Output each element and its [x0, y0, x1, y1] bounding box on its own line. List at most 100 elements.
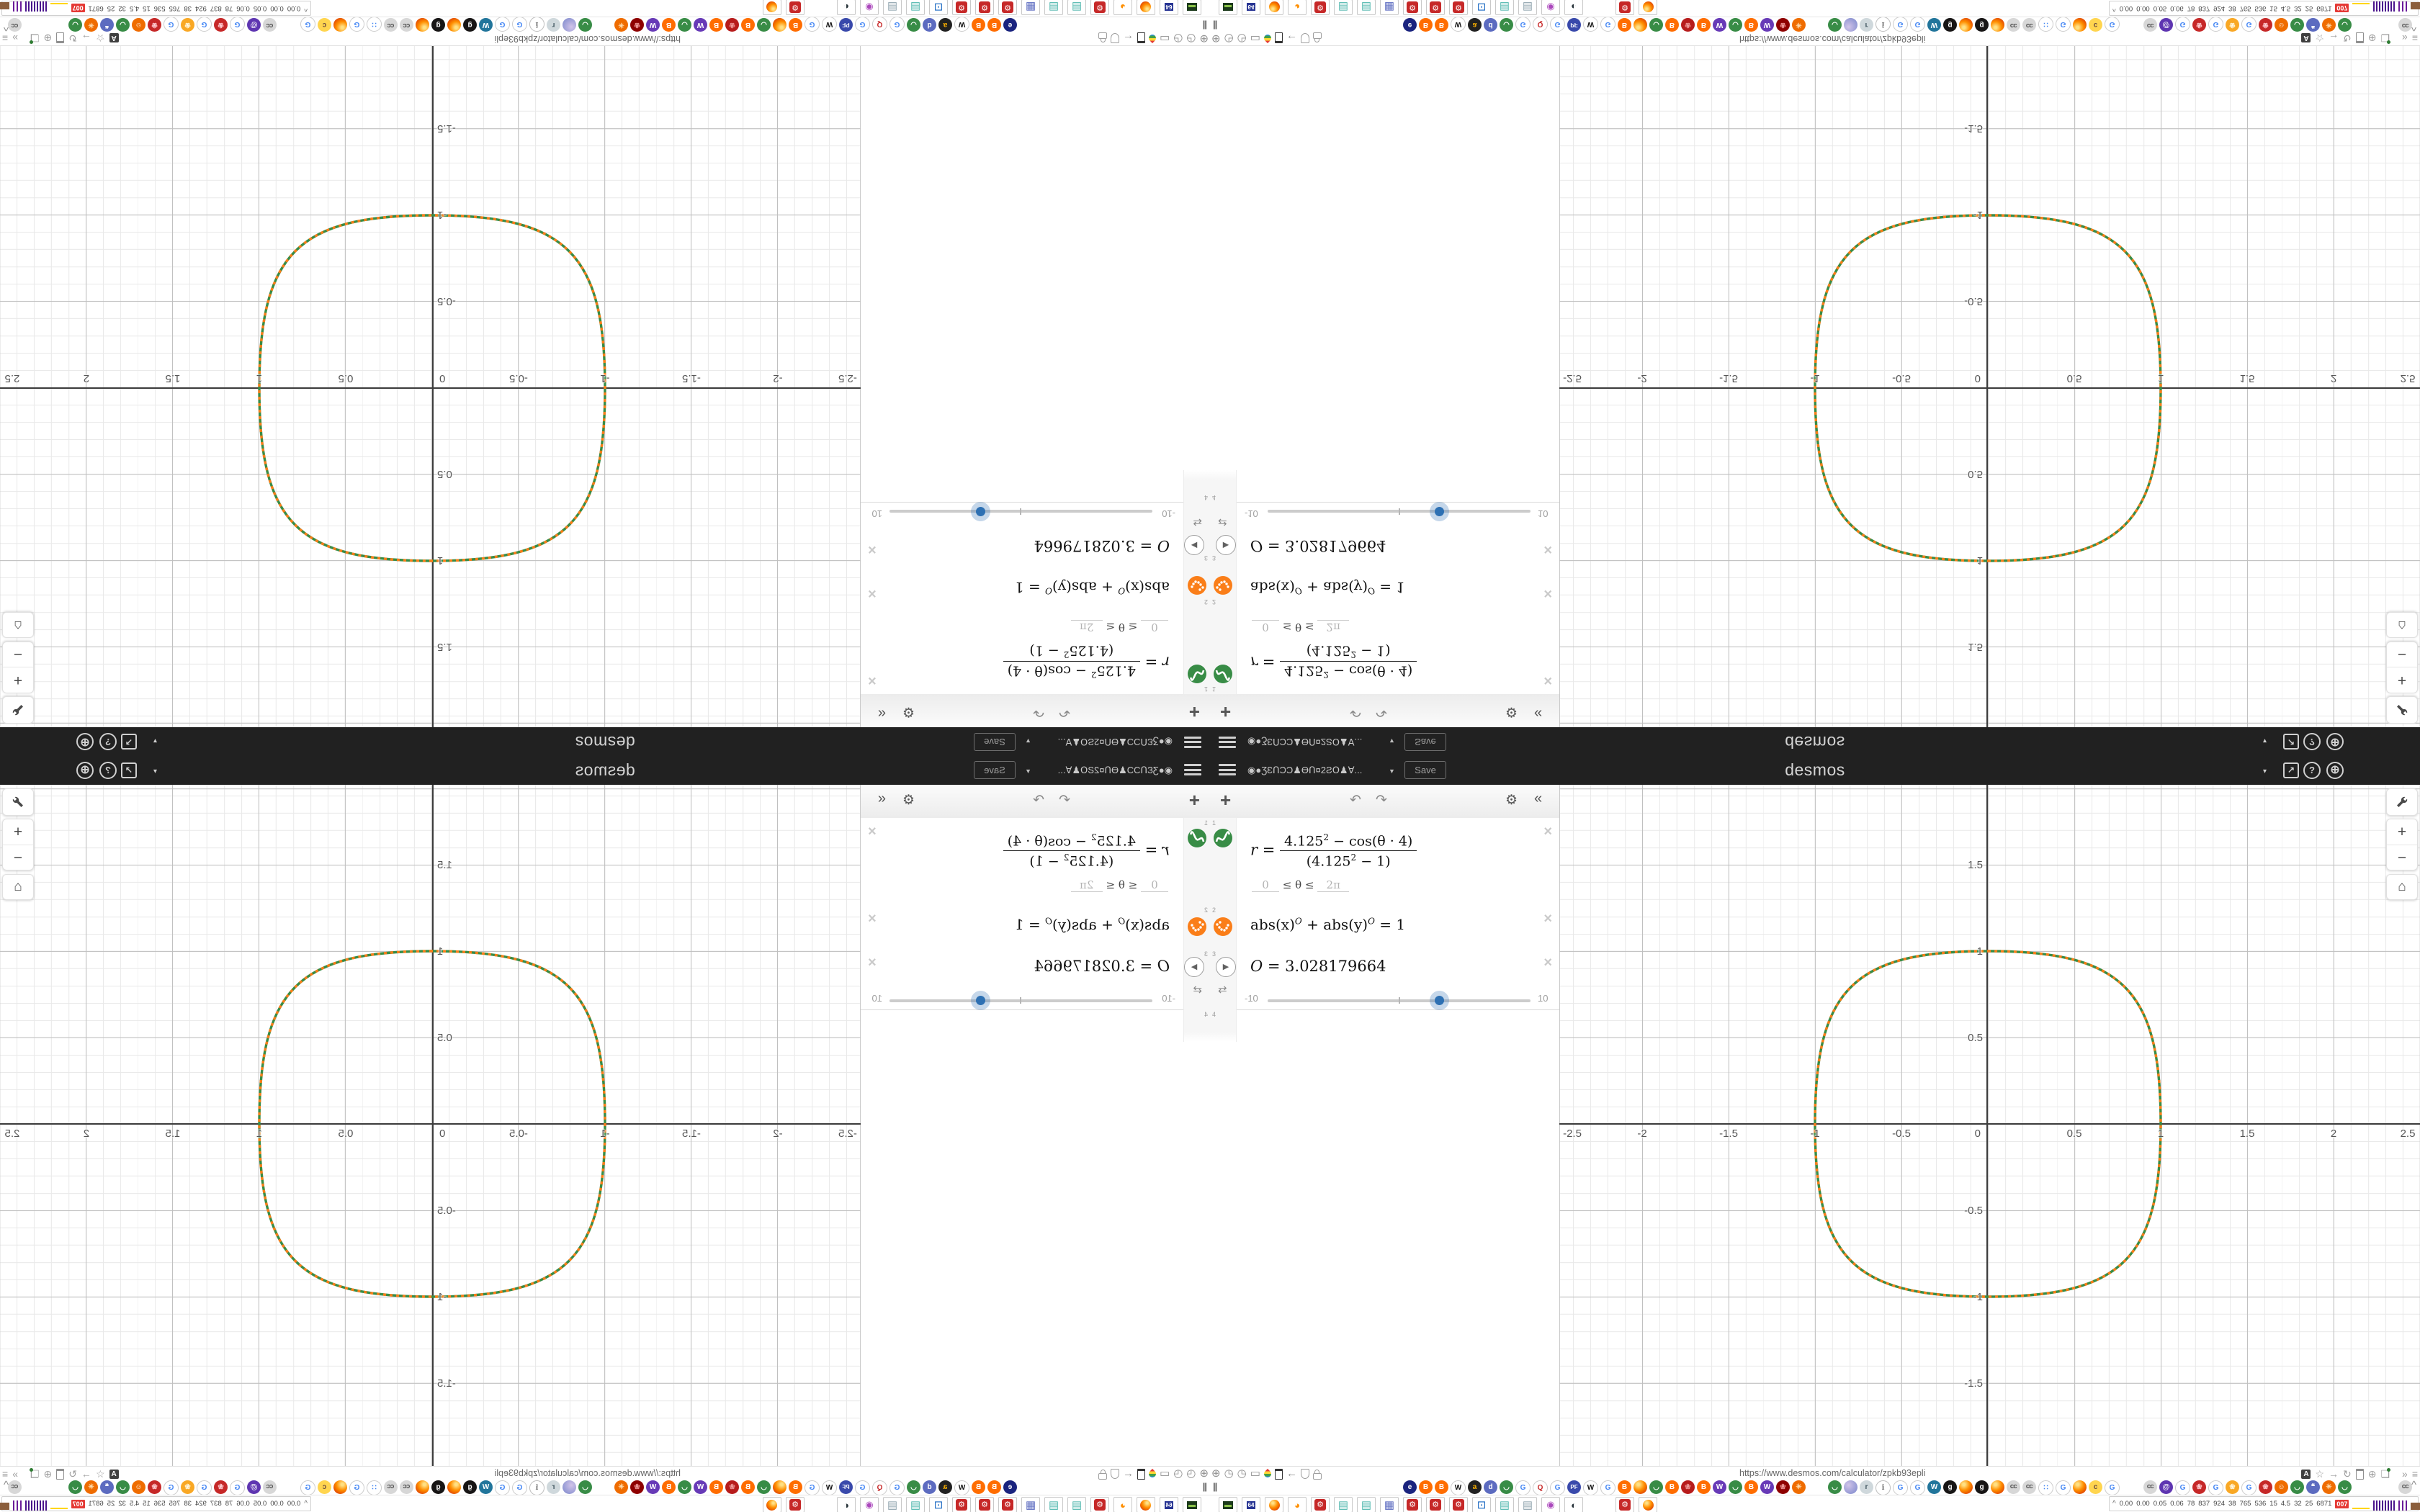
play-slider-icon[interactable]: ▶	[1184, 535, 1204, 555]
tab-favicon[interactable]: ∷	[367, 17, 382, 32]
container-icon[interactable]	[56, 1468, 65, 1480]
globe-icon[interactable]: ⊕	[2367, 1467, 2377, 1480]
graph-title[interactable]: ◉●ƷƐՈƆƆ♟ϴՈ¤2ƧՕ♟Ɐ...	[1247, 765, 1363, 775]
tab-favicon[interactable]: g	[1975, 1480, 1989, 1494]
tab-favicon[interactable]: CC	[263, 1480, 277, 1494]
polar-curve[interactable]	[1814, 214, 2162, 562]
main-menu-icon[interactable]	[1219, 735, 1236, 748]
container-icon[interactable]	[56, 32, 65, 44]
app-launcher-button[interactable]: ▤	[1334, 0, 1353, 15]
tab-favicon[interactable]: ◡	[116, 1480, 130, 1494]
tab-favicon[interactable]: d	[1484, 18, 1497, 32]
app-launcher-button[interactable]: ⚙	[1615, 0, 1634, 15]
expression-row-1[interactable]: 1 r = 4.1252 − cos(θ · 4) (4.1252 − 1) 0 …	[1210, 606, 1559, 694]
expression-gutter[interactable]: 3 ▶ ⇄	[1183, 503, 1210, 563]
tab-favicon[interactable]	[1634, 1480, 1647, 1494]
tab-favicon[interactable]	[416, 1480, 429, 1494]
app-launcher-button[interactable]: ◐	[1564, 0, 1583, 15]
expression-row-2[interactable]: 2 abs(x)O + abs(y)O = 1 ×	[1210, 562, 1559, 607]
tab-favicon[interactable]: ∷	[367, 1480, 382, 1495]
tab-favicon[interactable]: G	[1550, 17, 1565, 32]
tab-favicon[interactable]: CC	[400, 18, 413, 32]
main-menu-icon[interactable]	[1184, 764, 1201, 777]
expand-chevron-icon[interactable]: ^	[3, 21, 9, 33]
tab-favicon[interactable]: G	[805, 1480, 820, 1495]
app-launcher-button[interactable]: ⚙	[975, 0, 994, 15]
play-slider-icon[interactable]: ▶	[1184, 957, 1204, 977]
app-launcher-button[interactable]: ▤	[883, 1497, 902, 1512]
tab-favicon[interactable]: G	[2056, 1480, 2071, 1495]
tab-favicon[interactable]: d	[923, 18, 936, 32]
tab-favicon[interactable]: ✳	[84, 18, 98, 32]
tab-favicon[interactable]: B	[1665, 18, 1679, 32]
tab-favicon[interactable]	[1959, 18, 1973, 32]
tab-favicon[interactable]: CC	[384, 18, 398, 32]
tab-favicon[interactable]: G	[1515, 17, 1531, 32]
help-icon[interactable]: ?	[99, 733, 117, 750]
tab-favicon[interactable]: ◡	[68, 18, 82, 32]
folder-icon[interactable]: ▭	[1250, 32, 1260, 45]
back-arrow-icon[interactable]: ←	[1286, 1467, 1297, 1480]
tab-favicon[interactable]: ◡	[116, 18, 130, 32]
globe-icon[interactable]: ⊕	[2367, 32, 2377, 45]
tab-favicon[interactable]: ❀	[2192, 1480, 2206, 1494]
tab-favicon[interactable]: r	[547, 18, 560, 32]
tab-favicon[interactable]: CC	[8, 18, 22, 32]
tab-favicon[interactable]: G	[230, 17, 245, 32]
tab-favicon[interactable]: ◡	[1500, 18, 1513, 32]
forward-arrow-icon[interactable]: →	[81, 32, 91, 44]
tab-favicon[interactable]: CC	[2007, 1480, 2020, 1494]
redo-icon[interactable]: ↷	[1376, 793, 1387, 808]
tab-favicon[interactable]: ✳	[614, 1480, 628, 1494]
default-viewport-home-button[interactable]: ⌂	[2, 874, 34, 900]
tab-favicon[interactable]: W	[822, 17, 837, 32]
reload-icon[interactable]: ↻	[2343, 1467, 2352, 1480]
tab-favicon[interactable]: W	[954, 17, 969, 32]
share-icon[interactable]: ↗	[121, 734, 137, 750]
tab-favicon[interactable]: G	[163, 1480, 179, 1495]
expression-row-4-empty[interactable]: 4	[861, 1009, 1210, 1043]
domain-max-input[interactable]: 2π	[1070, 620, 1103, 634]
tab-favicon[interactable]: e	[1403, 18, 1417, 32]
tab-favicon[interactable]: g	[463, 18, 477, 32]
color-pin-icon[interactable]	[1147, 1468, 1158, 1480]
tab-favicon[interactable]: CC	[2007, 18, 2020, 32]
tab-favicon[interactable]: G	[1910, 17, 1925, 32]
tab-favicon[interactable]: ✳	[1792, 18, 1806, 32]
tab-favicon[interactable]	[1991, 18, 2004, 32]
back-arrow-icon[interactable]: ←	[1286, 32, 1297, 45]
expression-row-4-empty[interactable]: 4	[1210, 1009, 1559, 1043]
color-pin-icon[interactable]	[1262, 1468, 1273, 1480]
tab-favicon[interactable]: Q	[1533, 17, 1548, 32]
app-launcher-button[interactable]: ▤	[1067, 1497, 1086, 1512]
expression-gutter[interactable]: 2	[1183, 905, 1210, 949]
expand-chevron-icon[interactable]: ^	[2411, 21, 2417, 33]
expression-gutter[interactable]: 2	[1183, 563, 1210, 607]
tab-favicon[interactable]: W	[1927, 1480, 1941, 1494]
forward-arrow-icon[interactable]: →	[2329, 32, 2339, 44]
tab-favicon[interactable]: a	[1468, 18, 1482, 32]
app-launcher-button[interactable]: ⚙	[1311, 0, 1330, 15]
tab-favicon[interactable]: B	[1618, 18, 1631, 32]
monitor-chevron-icon[interactable]: ^	[304, 4, 308, 12]
app-launcher-button[interactable]: ▤	[1334, 1497, 1353, 1512]
tab-favicon[interactable]: e	[1403, 1480, 1417, 1494]
graph-settings-wrench-button[interactable]	[2386, 788, 2418, 816]
tab-favicon[interactable]: W	[479, 18, 493, 32]
tab-favicon[interactable]: ❀	[2192, 18, 2206, 32]
tab-favicon[interactable]: ◡	[757, 1480, 771, 1494]
tab-favicon[interactable]: B	[1697, 18, 1711, 32]
trash-icon[interactable]	[1137, 1468, 1146, 1480]
app-launcher-button[interactable]: ▬	[1219, 0, 1237, 15]
tab-favicon[interactable]: Q	[872, 1480, 887, 1495]
graph-settings-wrench-button[interactable]	[2, 788, 34, 816]
tab-favicon[interactable]: a	[938, 18, 952, 32]
tab-favicon[interactable]: G	[855, 17, 870, 32]
zoom-out-button[interactable]: −	[2387, 845, 2417, 870]
tab-favicon[interactable]: @	[247, 1480, 261, 1494]
app-launcher-button[interactable]	[1639, 0, 1657, 15]
tab-favicon[interactable]: B	[987, 1480, 1001, 1494]
expression-gutter[interactable]: 2	[1210, 563, 1237, 607]
overflow-chevrons-icon[interactable]: »	[12, 1468, 18, 1480]
tab-favicon[interactable]	[2073, 1480, 2087, 1494]
